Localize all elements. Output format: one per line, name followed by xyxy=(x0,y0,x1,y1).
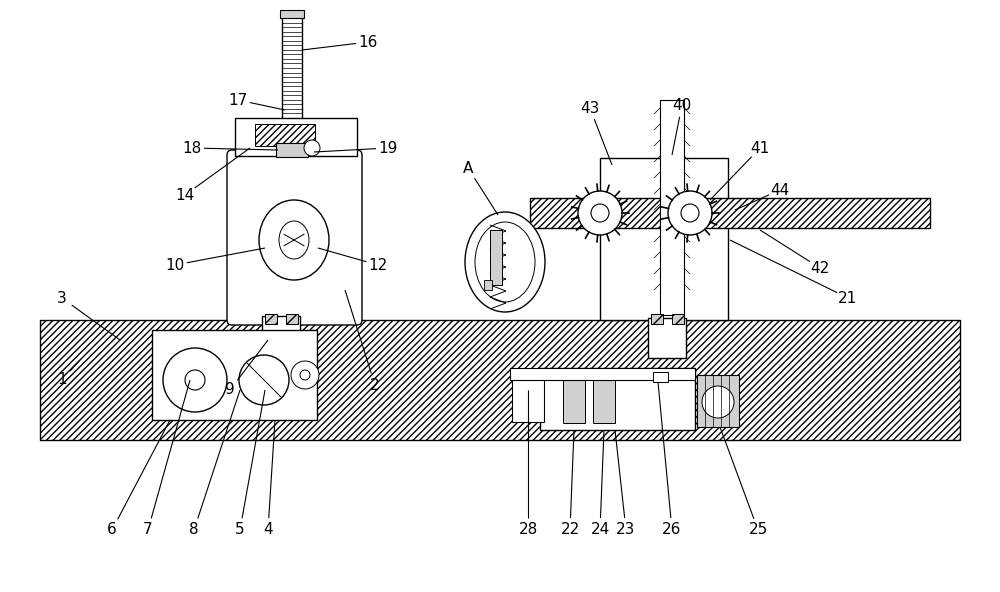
Bar xyxy=(152,330,317,420)
Circle shape xyxy=(702,386,734,418)
Circle shape xyxy=(239,355,289,405)
Ellipse shape xyxy=(465,212,545,312)
Text: A: A xyxy=(463,160,473,175)
Circle shape xyxy=(681,204,699,222)
Bar xyxy=(484,280,492,290)
Bar xyxy=(660,100,684,315)
Bar xyxy=(512,378,544,422)
Text: 12: 12 xyxy=(368,258,388,272)
Text: 41: 41 xyxy=(750,140,770,156)
Text: 23: 23 xyxy=(616,523,636,538)
Text: 16: 16 xyxy=(358,34,378,50)
Ellipse shape xyxy=(259,200,329,280)
Text: 18: 18 xyxy=(182,140,202,156)
Bar xyxy=(697,375,739,427)
Circle shape xyxy=(291,361,319,389)
Text: 22: 22 xyxy=(560,523,580,538)
Text: 1: 1 xyxy=(57,372,67,388)
Text: 2: 2 xyxy=(370,378,380,392)
Text: 17: 17 xyxy=(228,92,248,108)
Bar xyxy=(262,316,300,356)
Text: 43: 43 xyxy=(580,101,600,115)
Bar xyxy=(672,314,684,324)
Bar xyxy=(40,320,960,440)
Circle shape xyxy=(185,370,205,390)
Circle shape xyxy=(300,370,310,380)
Bar xyxy=(490,230,502,285)
Text: 19: 19 xyxy=(378,140,398,156)
Bar xyxy=(510,368,695,380)
Text: 10: 10 xyxy=(165,258,185,272)
Bar xyxy=(530,198,930,228)
Text: 42: 42 xyxy=(810,260,830,275)
Bar xyxy=(255,124,315,146)
Text: 26: 26 xyxy=(662,523,682,538)
FancyBboxPatch shape xyxy=(227,150,362,325)
Ellipse shape xyxy=(475,222,535,302)
Circle shape xyxy=(578,191,622,235)
Bar xyxy=(593,378,615,423)
Text: 44: 44 xyxy=(770,182,790,198)
Text: 6: 6 xyxy=(107,523,117,538)
Bar xyxy=(600,158,728,320)
Bar xyxy=(286,314,298,324)
Ellipse shape xyxy=(279,221,309,259)
Text: 40: 40 xyxy=(672,98,692,112)
Bar xyxy=(280,10,304,18)
Text: 24: 24 xyxy=(590,523,610,538)
Bar xyxy=(235,118,357,156)
Text: 14: 14 xyxy=(175,188,195,202)
Bar xyxy=(648,318,686,358)
Text: 3: 3 xyxy=(57,291,67,305)
Text: 9: 9 xyxy=(225,382,235,397)
Text: 7: 7 xyxy=(143,523,153,538)
Text: 28: 28 xyxy=(518,523,538,538)
Circle shape xyxy=(163,348,227,412)
Bar xyxy=(563,378,585,423)
Bar xyxy=(540,368,695,430)
Circle shape xyxy=(591,204,609,222)
Text: 5: 5 xyxy=(235,523,245,538)
Text: 25: 25 xyxy=(748,523,768,538)
Text: 8: 8 xyxy=(189,523,199,538)
Bar xyxy=(653,372,668,382)
Bar xyxy=(265,314,277,324)
Circle shape xyxy=(304,140,320,156)
Bar xyxy=(276,143,308,157)
Bar xyxy=(651,314,663,324)
Text: 21: 21 xyxy=(838,291,858,305)
Text: 4: 4 xyxy=(263,523,273,538)
Circle shape xyxy=(668,191,712,235)
